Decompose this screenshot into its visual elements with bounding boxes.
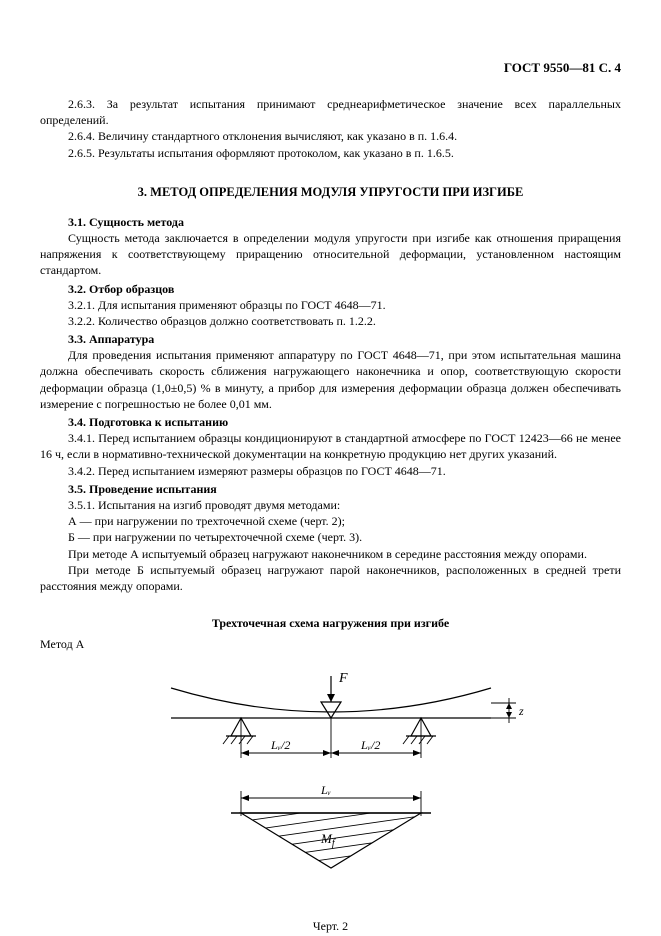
para-351: 3.5.1. Испытания на изгиб проводят двумя…: [40, 497, 621, 513]
para-263: 2.6.3. За результат испытания принимают …: [40, 96, 621, 128]
figure-2: F z Lᵥ/2 Lᵥ/2 Lᵥ: [40, 658, 621, 903]
para-321: 3.2.1. Для испытания применяют образцы п…: [40, 297, 621, 313]
section-3-title: 3. МЕТОД ОПРЕДЕЛЕНИЯ МОДУЛЯ УПРУГОСТИ ПР…: [40, 185, 621, 200]
para-351a: А — при нагружении по трехточечной схеме…: [40, 513, 621, 529]
heading-3-3: 3.3. Аппаратура: [40, 331, 621, 347]
figure-caption: Черт. 2: [40, 919, 621, 934]
para-351c: При методе А испытуемый образец нагружаю…: [40, 546, 621, 562]
para-3-1: Сущность метода заключается в определени…: [40, 230, 621, 279]
para-265: 2.6.5. Результаты испытания оформляют пр…: [40, 145, 621, 161]
para-322: 3.2.2. Количество образцов должно соотве…: [40, 313, 621, 329]
para-33: Для проведения испытания применяют аппар…: [40, 347, 621, 412]
label-z: z: [518, 704, 524, 718]
heading-3-4: 3.4. Подготовка к испытанию: [40, 414, 621, 430]
para-264: 2.6.4. Величину стандартного отклонения …: [40, 128, 621, 144]
label-Lv2-left: Lᵥ/2: [270, 738, 290, 752]
method-label: Метод A: [40, 637, 621, 652]
label-Lv: Lᵥ: [320, 783, 331, 797]
label-F: F: [338, 671, 348, 686]
para-351b: Б — при нагружении по четырехточечной сх…: [40, 529, 621, 545]
page-header: ГОСТ 9550—81 С. 4: [40, 60, 621, 76]
para-341: 3.4.1. Перед испытанием образцы кондицио…: [40, 430, 621, 462]
label-Lv2-right: Lᵥ/2: [360, 738, 380, 752]
para-351d: При методе Б испытуемый образец нагружаю…: [40, 562, 621, 594]
heading-3-1: 3.1. Сущность метода: [40, 214, 621, 230]
figure-title: Трехточечная схема нагружения при изгибе: [40, 616, 621, 631]
heading-3-5: 3.5. Проведение испытания: [40, 481, 621, 497]
label-Mf: Mf: [320, 831, 336, 849]
para-342: 3.4.2. Перед испытанием измеряют размеры…: [40, 463, 621, 479]
heading-3-2: 3.2. Отбор образцов: [40, 281, 621, 297]
